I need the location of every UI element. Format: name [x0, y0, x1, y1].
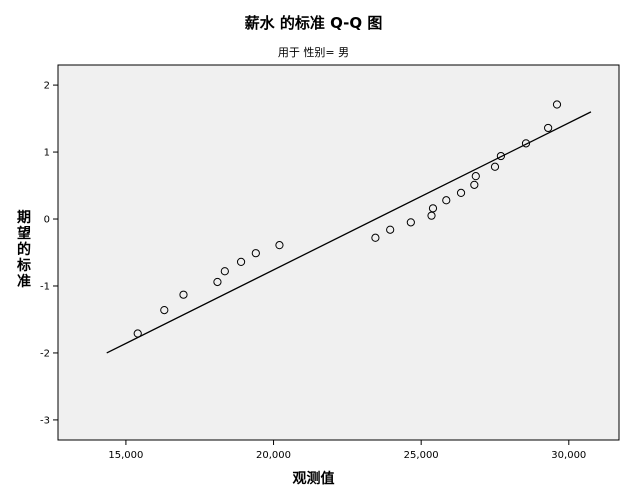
data-point: [428, 204, 438, 213]
x-tick-label: 15,000: [108, 450, 143, 461]
x-tick-label: 20,000: [256, 450, 291, 461]
x-axis-label: 观测值: [292, 471, 335, 487]
data-point: [236, 257, 246, 266]
data-point: [386, 225, 395, 234]
data-point: [133, 329, 142, 338]
chart-subtitle: 用于 性别= 男: [277, 46, 350, 59]
reference-line: [106, 111, 592, 354]
y-tick-label: -2: [40, 348, 50, 359]
data-point: [251, 249, 260, 258]
chart-title: 薪水 的标准 Q-Q 图: [244, 14, 383, 32]
data-point: [490, 162, 500, 171]
data-point: [521, 139, 531, 148]
data-point: [544, 123, 553, 133]
data-point: [179, 290, 188, 299]
x-tick-label: 30,000: [551, 450, 586, 461]
data-point: [406, 218, 415, 227]
data-point: [552, 100, 562, 109]
y-tick-label: -1: [40, 281, 50, 292]
data-point: [470, 180, 479, 189]
y-tick-label: 1: [44, 148, 50, 159]
data-point: [442, 196, 451, 205]
data-point: [496, 151, 505, 161]
plot-area: [57, 64, 620, 441]
data-point: [213, 277, 222, 287]
y-axis-label: 期望的标准: [17, 210, 31, 290]
data-point: [471, 172, 480, 181]
data-point: [456, 188, 466, 198]
data-point: [220, 267, 229, 276]
x-tick-label: 25,000: [404, 450, 439, 461]
y-tick-label: 0: [44, 215, 50, 226]
data-point: [160, 305, 169, 315]
y-tick-label: 2: [44, 81, 50, 92]
y-tick-label: -3: [40, 415, 50, 426]
data-point: [275, 241, 284, 250]
data-point: [371, 233, 380, 242]
